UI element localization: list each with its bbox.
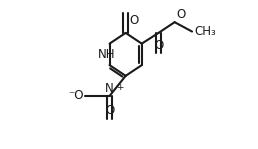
Text: O: O xyxy=(105,104,114,117)
Text: NH: NH xyxy=(98,48,115,61)
Text: ⁻O: ⁻O xyxy=(69,89,84,103)
Text: CH₃: CH₃ xyxy=(194,25,216,38)
Text: O: O xyxy=(154,39,163,52)
Text: O: O xyxy=(176,8,185,21)
Text: +: + xyxy=(116,83,123,92)
Text: O: O xyxy=(129,14,138,27)
Text: N: N xyxy=(105,82,114,95)
